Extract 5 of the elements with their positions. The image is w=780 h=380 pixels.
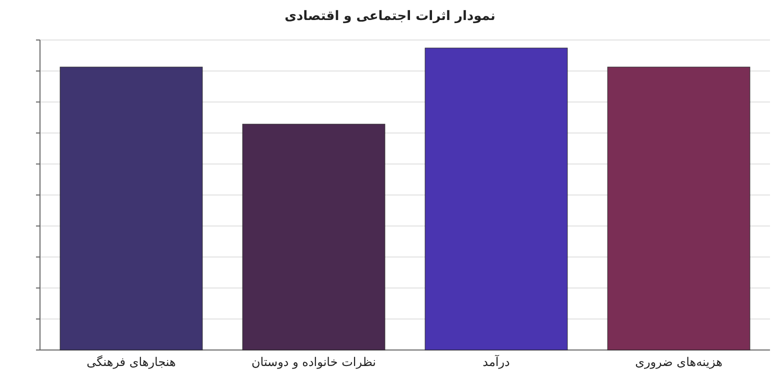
chart-title: نمودار اثرات اجتماعی و اقتصادی: [284, 9, 496, 24]
x-tick-label: نظرات خانواده و دوستان: [251, 355, 376, 369]
x-tick-label: هنجارهای فرهنگی: [86, 355, 176, 369]
x-tick-label: درآمد: [482, 354, 510, 369]
x-tick-label: هزینه‌های ضروری: [635, 355, 722, 369]
